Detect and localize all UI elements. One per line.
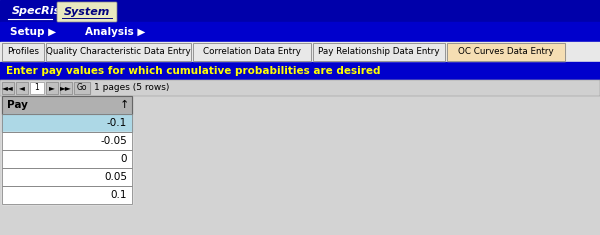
Bar [0, 0, 600, 22]
Text: Quality Characteristic Data Entry: Quality Characteristic Data Entry [46, 47, 191, 56]
Bar [2, 186, 132, 204]
Bar [16, 82, 28, 94]
Bar [30, 82, 44, 94]
Bar [193, 43, 311, 61]
Text: Profiles: Profiles [7, 47, 39, 56]
Bar [2, 82, 14, 94]
Bar [16, 82, 28, 94]
Text: 0: 0 [121, 154, 127, 164]
Text: Pay Relationship Data Entry: Pay Relationship Data Entry [318, 47, 440, 56]
Bar [0, 80, 600, 96]
Text: Analysis ▶: Analysis ▶ [85, 27, 145, 37]
Bar [0, 62, 600, 80]
Text: Go: Go [77, 83, 87, 93]
Bar [46, 43, 191, 61]
Text: ◄: ◄ [19, 83, 25, 93]
Bar [2, 132, 132, 150]
Text: ◄◄: ◄◄ [2, 83, 14, 93]
Text: ↑: ↑ [119, 100, 128, 110]
Bar [2, 43, 44, 61]
Bar [447, 43, 565, 61]
Bar [74, 82, 90, 94]
Bar [46, 82, 58, 94]
Bar [0, 42, 600, 62]
Bar [0, 22, 600, 42]
Text: ►: ► [49, 83, 55, 93]
Bar [313, 43, 445, 61]
Bar [2, 43, 44, 61]
Text: Correlation Data Entry: Correlation Data Entry [203, 47, 301, 56]
Bar [30, 82, 44, 94]
Bar [313, 43, 445, 61]
Text: -0.05: -0.05 [100, 136, 127, 146]
Bar [2, 150, 132, 168]
Bar [2, 168, 132, 186]
Text: SpecRisk: SpecRisk [12, 6, 68, 16]
Bar [2, 114, 132, 132]
Bar [2, 96, 132, 114]
Bar [2, 132, 132, 150]
Text: 0.1: 0.1 [110, 190, 127, 200]
Text: 1 pages (5 rows): 1 pages (5 rows) [94, 83, 169, 93]
Bar [2, 82, 14, 94]
Bar [0, 96, 600, 235]
Text: Pay: Pay [7, 100, 28, 110]
Bar [74, 82, 90, 94]
Bar [2, 186, 132, 204]
Bar [60, 82, 72, 94]
Text: Enter pay values for which cumulative probabilities are desired: Enter pay values for which cumulative pr… [6, 66, 380, 76]
Bar [447, 43, 565, 61]
Text: 1: 1 [35, 83, 40, 93]
Bar [2, 168, 132, 186]
Bar [2, 96, 132, 114]
Bar [193, 43, 311, 61]
Text: OC Curves Data Entry: OC Curves Data Entry [458, 47, 554, 56]
Text: -0.1: -0.1 [107, 118, 127, 128]
Bar [60, 82, 72, 94]
FancyBboxPatch shape [57, 2, 117, 22]
Text: Setup ▶: Setup ▶ [10, 27, 56, 37]
Bar [2, 114, 132, 132]
Text: ►►: ►► [60, 83, 72, 93]
Bar [2, 150, 132, 168]
Bar [46, 82, 58, 94]
Bar [46, 43, 191, 61]
Text: System: System [64, 7, 110, 17]
Text: 0.05: 0.05 [104, 172, 127, 182]
Bar [0, 80, 600, 96]
